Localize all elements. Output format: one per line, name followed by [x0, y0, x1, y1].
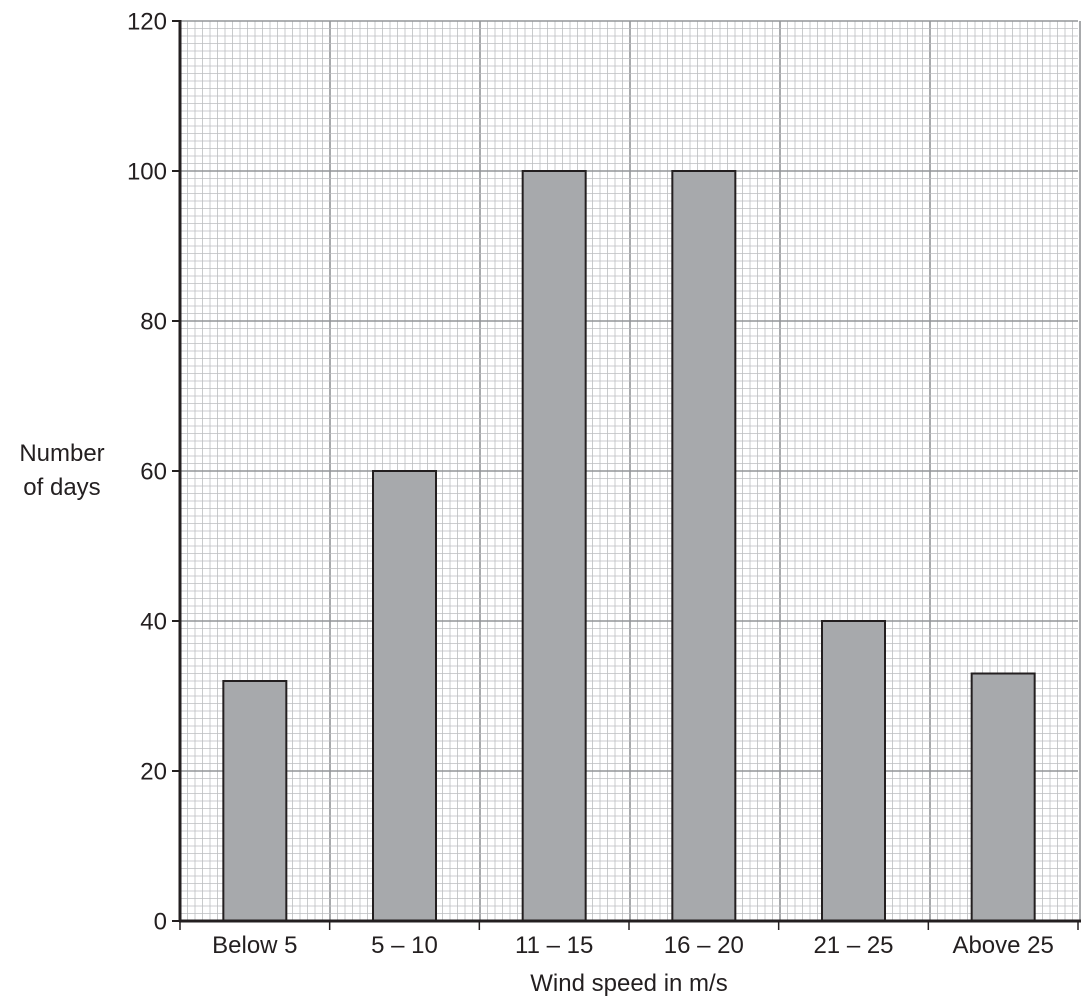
x-category-label: 5 – 10 [371, 932, 438, 959]
bar-5 [970, 672, 1036, 922]
x-axis-title: Wind speed in m/s [530, 970, 727, 997]
y-tick-label: 0 [154, 909, 167, 936]
y-axis-title-line-1: Number [19, 440, 104, 467]
x-category-label: Below 5 [212, 932, 297, 959]
bar-1 [372, 470, 437, 922]
y-tick-label: 20 [140, 759, 167, 786]
bar-2 [521, 170, 587, 922]
y-tick-label: 100 [127, 159, 167, 186]
x-category-label: 11 – 15 [515, 932, 593, 959]
grid [180, 20, 1081, 921]
bar-3 [671, 170, 737, 922]
y-tick-label: 80 [140, 309, 167, 336]
axes [172, 20, 1081, 930]
x-category-label: 21 – 25 [813, 932, 893, 959]
y-tick-label: 40 [140, 609, 167, 636]
bar-4 [821, 620, 886, 922]
x-category-label: 16 – 20 [664, 932, 744, 959]
x-category-label: Above 25 [952, 932, 1053, 959]
y-tick-labels: 0 20 40 60 80 100 120 [127, 9, 167, 936]
y-axis-title-line-2: of days [23, 474, 100, 501]
bar-0 [222, 680, 288, 922]
x-category-labels: Below 5 5 – 10 11 – 15 16 – 20 21 – 25 Above … [212, 932, 1054, 959]
y-tick-label: 60 [140, 459, 167, 486]
y-tick-label: 120 [127, 9, 167, 36]
bars [222, 170, 1036, 922]
